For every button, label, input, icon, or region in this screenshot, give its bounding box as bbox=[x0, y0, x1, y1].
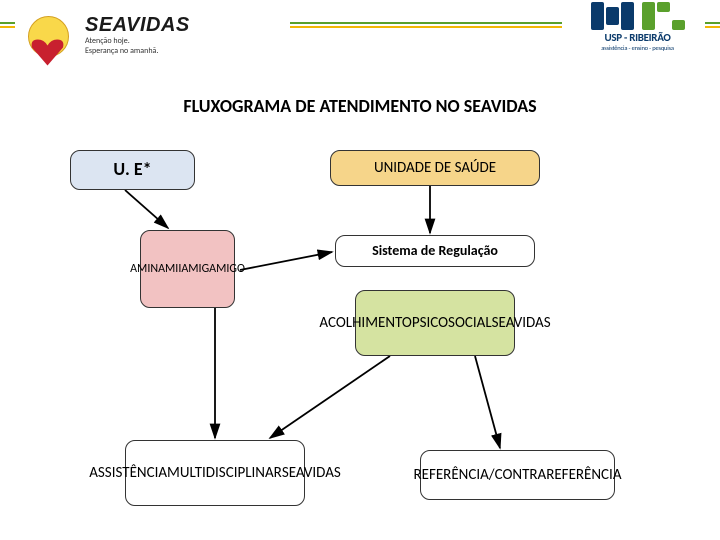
node-acolhimento: ACOLHIMENTOPSICOSOCIALSEAVIDAS bbox=[355, 290, 515, 356]
node-referencia: REFERÊNCIA/CONTRAREFERÊNCIA bbox=[420, 450, 615, 500]
hc-bar-c2 bbox=[657, 2, 670, 12]
hc-icon bbox=[570, 2, 705, 30]
seavidas-logo: SEAVIDAS Atenção hoje. Esperança no aman… bbox=[15, 0, 290, 70]
hc-bar-c1 bbox=[642, 2, 655, 30]
flowchart-canvas: U. E* UNIDADE DE SAÚDE AMINAMIIAMIGAMIGO Si… bbox=[0, 130, 720, 540]
hc-bar-h3 bbox=[621, 2, 634, 30]
page-title: FLUXOGRAMA DE ATENDIMENTO NO SEAVIDAS bbox=[0, 95, 720, 117]
node-ue: U. E* bbox=[70, 150, 195, 190]
node-sistema: Sistema de Regulação bbox=[335, 235, 535, 267]
header: SEAVIDAS Atenção hoje. Esperança no aman… bbox=[0, 0, 720, 70]
seavidas-sub2: Esperança no amanhã. bbox=[85, 47, 190, 57]
node-assistencia: ASSISTÊNCIAMULTIDISCIPLINARSEAVIDAS bbox=[125, 440, 305, 506]
usp-ribeirao: USP - RIBEIRÃO bbox=[570, 31, 705, 44]
sun-icon bbox=[20, 8, 75, 63]
hc-bar-h1 bbox=[591, 2, 604, 30]
usp-sub: assistência - ensino - pesquisa bbox=[570, 44, 705, 52]
node-amigo: AMINAMIIAMIGAMIGO bbox=[140, 230, 235, 308]
seavidas-title: SEAVIDAS bbox=[85, 14, 190, 37]
hc-usp-logo: USP - RIBEIRÃO assistência - ensino - pe… bbox=[562, 2, 705, 67]
hc-bar-h2 bbox=[606, 7, 619, 25]
hc-bar-c3 bbox=[672, 20, 685, 30]
node-unidade: UNIDADE DE SAÚDE bbox=[330, 150, 540, 186]
